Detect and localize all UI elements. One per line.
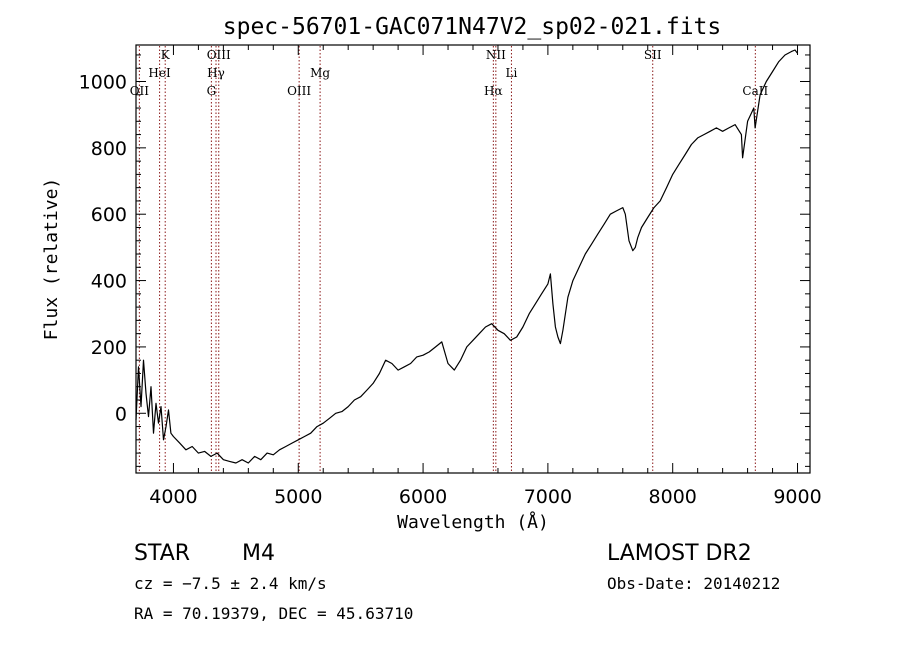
y-tick-label: 0 xyxy=(115,403,127,425)
redshift-cz: cz = −7.5 ± 2.4 km/s xyxy=(134,574,327,593)
y-tick-label: 1000 xyxy=(79,71,127,93)
x-tick-label: 9000 xyxy=(773,486,821,508)
y-axis-label: Flux (relative) xyxy=(41,178,62,341)
x-axis-label: Wavelength (Å) xyxy=(397,511,549,533)
x-axis-ticks: 4000 5000 6000 7000 8000 9000 xyxy=(149,45,822,508)
survey-name: LAMOST DR2 xyxy=(607,541,752,566)
line-label-HeI: HeI xyxy=(148,66,171,80)
spectrum-series-line xyxy=(135,49,798,464)
line-label-G: G xyxy=(207,84,217,98)
line-label-OIII: OIII xyxy=(207,48,231,62)
line-label-Hγ: Hγ xyxy=(207,66,225,80)
x-tick-label: 6000 xyxy=(399,486,447,508)
line-label-K: K xyxy=(161,48,171,62)
line-label-Li: Li xyxy=(506,66,518,80)
y-tick-label: 800 xyxy=(91,138,127,160)
line-label-SII: SII xyxy=(644,48,662,62)
x-tick-label: 5000 xyxy=(274,486,322,508)
y-tick-label: 600 xyxy=(91,204,127,226)
y-axis-ticks: 0 200 400 600 800 1000 xyxy=(79,54,810,467)
line-label-OII: OII xyxy=(130,84,150,98)
x-tick-label: 4000 xyxy=(149,486,197,508)
x-tick-label: 7000 xyxy=(524,486,572,508)
spectral-line-markers xyxy=(138,46,756,472)
chart-title: spec-56701-GAC071N47V2_sp02-021.fits xyxy=(223,14,722,40)
y-tick-label: 200 xyxy=(91,337,127,359)
line-label-OIII: OIII xyxy=(287,84,311,98)
line-label-NII: NII xyxy=(486,48,506,62)
object-class: STAR xyxy=(134,541,190,566)
coordinates: RA = 70.19379, DEC = 45.63710 xyxy=(134,604,413,623)
line-label-CaII: CaII xyxy=(742,84,768,98)
line-label-Hα: Hα xyxy=(484,84,503,98)
x-tick-label: 8000 xyxy=(649,486,697,508)
line-label-Mg: Mg xyxy=(310,66,330,80)
object-subclass: M4 xyxy=(242,541,275,566)
observation-date: Obs-Date: 20140212 xyxy=(607,574,780,593)
y-tick-label: 400 xyxy=(91,271,127,293)
